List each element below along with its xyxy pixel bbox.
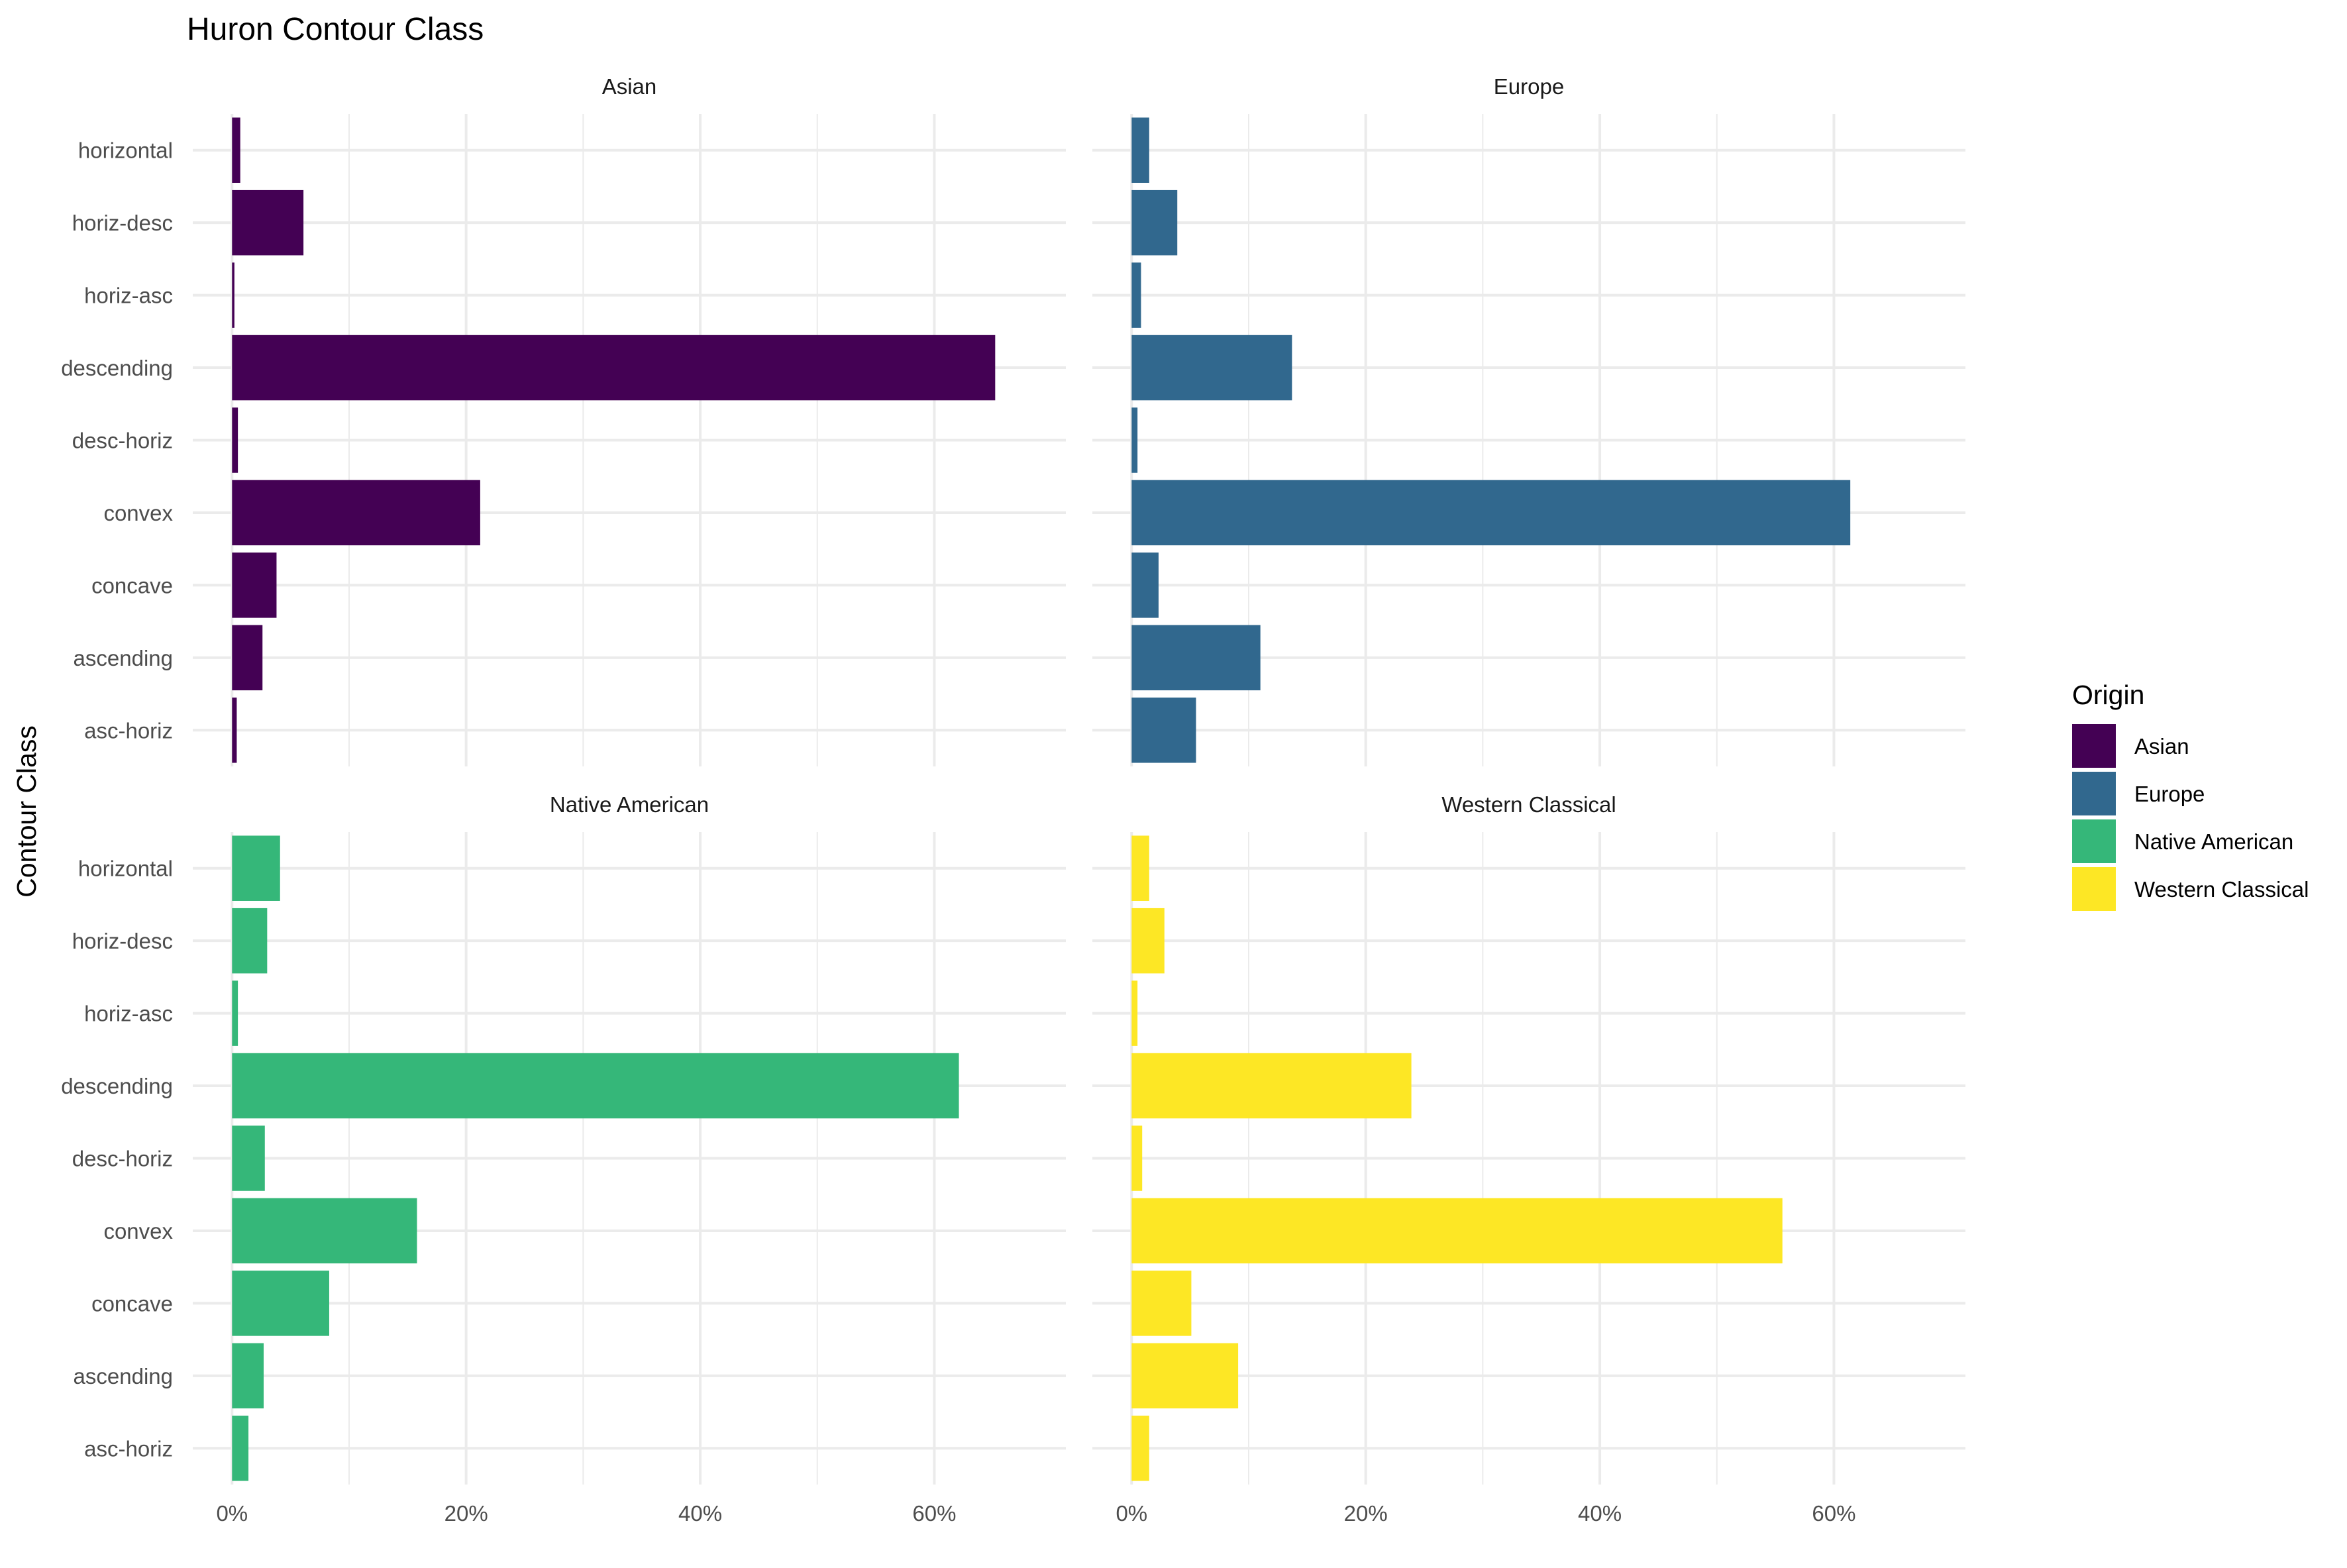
bar-western-classical-horiz-asc (1131, 980, 1138, 1046)
y-tick-label: horizontal (78, 138, 173, 163)
y-tick-label: convex (103, 501, 173, 525)
bar-asian-desc-horiz (232, 407, 238, 473)
y-tick-label: descending (61, 356, 173, 380)
bar-asian-horiz-desc (232, 189, 304, 256)
x-tick-label: 60% (912, 1501, 956, 1526)
bar-europe-desc-horiz (1131, 407, 1138, 473)
legend-swatch-asian (2072, 724, 2116, 768)
bar-native-american-concave (232, 1271, 329, 1336)
bar-native-american-convex (232, 1198, 417, 1264)
x-tick-label: 40% (678, 1501, 722, 1526)
panel-europe: Europe (1092, 74, 1965, 766)
panel-asian: Asian horizontal horiz-desc horiz-asc descen… (61, 74, 1066, 766)
bar-europe-concave (1131, 552, 1159, 618)
y-tick-label: asc-horiz (84, 1436, 173, 1461)
y-tick-label: horiz-asc (84, 284, 173, 308)
facet-label-europe: Europe (1494, 74, 1564, 99)
bar-western-classical-concave (1131, 1271, 1192, 1336)
y-tick-label: ascending (74, 1364, 173, 1388)
bar-asian-descending (232, 335, 996, 401)
legend-swatch-western-classical (2072, 867, 2116, 911)
bar-native-american-horizontal (232, 835, 280, 901)
y-tick-label: asc-horiz (84, 718, 173, 743)
facet-label-asian: Asian (602, 74, 657, 99)
bar-europe-asc-horiz (1131, 698, 1196, 763)
bar-asian-convex (232, 480, 480, 546)
panel-native-american: Native American horizontal horiz-desc horiz… (61, 792, 1066, 1526)
bar-europe-horiz-desc (1131, 189, 1178, 256)
y-tick-label: horiz-desc (72, 929, 173, 953)
y-tick-label: concave (91, 573, 173, 598)
legend-swatch-europe (2072, 772, 2116, 815)
facet-label-native-american: Native American (550, 792, 709, 817)
x-tick-label: 0% (1116, 1501, 1147, 1526)
bar-asian-asc-horiz (232, 698, 237, 763)
bar-native-american-descending (232, 1053, 959, 1119)
bar-western-classical-horiz-desc (1131, 908, 1165, 974)
y-tick-label: desc-horiz (72, 1147, 173, 1171)
bar-western-classical-asc-horiz (1131, 1416, 1149, 1481)
legend-label-native-american: Native American (2134, 829, 2293, 854)
x-tick-label: 0% (216, 1501, 248, 1526)
bar-western-classical-ascending (1131, 1343, 1239, 1409)
bar-asian-ascending (232, 625, 263, 691)
bar-europe-horizontal (1131, 117, 1149, 183)
legend: Origin Asian Europe Native American Western… (2072, 680, 2309, 911)
bar-native-american-ascending (232, 1343, 264, 1409)
legend-label-europe: Europe (2134, 782, 2205, 806)
panel-western-classical: Western Classical 0% 20% 40% 60% (1092, 792, 1965, 1526)
bar-native-american-horiz-asc (232, 980, 238, 1046)
y-tick-label: ascending (74, 646, 173, 670)
legend-label-asian: Asian (2134, 734, 2189, 758)
y-tick-label: concave (91, 1291, 173, 1316)
y-tick-label: horizontal (78, 857, 173, 881)
bar-western-classical-convex (1131, 1198, 1783, 1264)
y-tick-label: desc-horiz (72, 429, 173, 453)
bar-europe-descending (1131, 335, 1292, 401)
x-tick-label: 40% (1578, 1501, 1622, 1526)
legend-swatch-native-american (2072, 819, 2116, 863)
y-tick-label: horiz-desc (72, 211, 173, 235)
y-tick-label: horiz-asc (84, 1002, 173, 1026)
bar-asian-concave (232, 552, 277, 618)
chart-title: Huron Contour Class (187, 12, 484, 47)
bar-western-classical-descending (1131, 1053, 1412, 1119)
facet-label-western-classical: Western Classical (1441, 792, 1616, 817)
y-tick-label: convex (103, 1219, 173, 1243)
bar-europe-ascending (1131, 625, 1261, 691)
bar-asian-horizontal (232, 117, 240, 183)
x-tick-label: 20% (444, 1501, 488, 1526)
legend-title: Origin (2072, 680, 2144, 710)
bar-western-classical-horizontal (1131, 835, 1149, 901)
bar-native-american-desc-horiz (232, 1125, 265, 1191)
y-axis-title: Contour Class (11, 725, 42, 898)
facet-panels: Asian horizontal horiz-desc horiz-asc descen… (61, 74, 1965, 1526)
y-tick-label: descending (61, 1074, 173, 1098)
x-tick-label: 20% (1344, 1501, 1388, 1526)
legend-label-western-classical: Western Classical (2134, 877, 2309, 902)
bar-western-classical-desc-horiz (1131, 1125, 1143, 1191)
bar-europe-horiz-asc (1131, 262, 1141, 328)
bar-native-american-horiz-desc (232, 908, 268, 974)
bar-native-american-asc-horiz (232, 1416, 249, 1481)
bar-europe-convex (1131, 480, 1851, 546)
x-tick-label: 60% (1812, 1501, 1855, 1526)
bar-asian-horiz-asc (232, 262, 235, 328)
